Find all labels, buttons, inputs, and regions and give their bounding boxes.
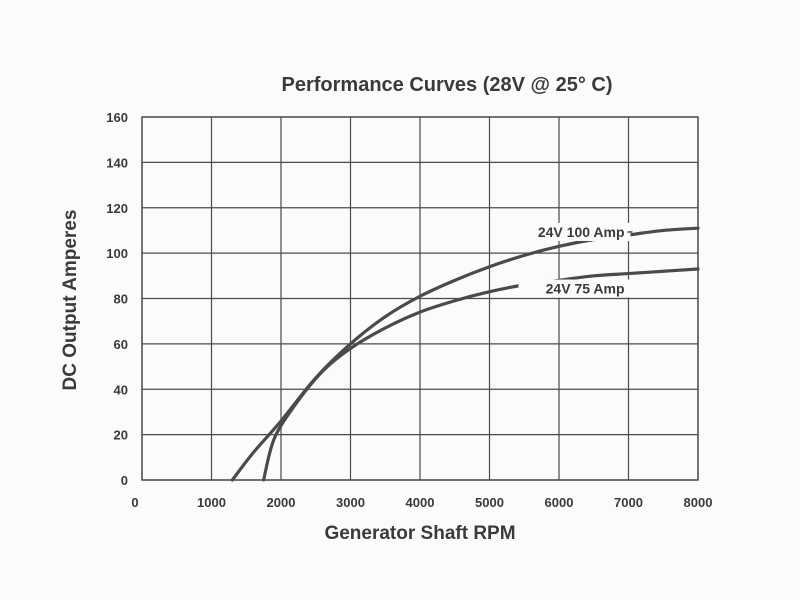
x-tick-label: 0 (131, 495, 138, 510)
chart-title: Performance Curves (28V @ 25° C) (282, 74, 613, 96)
x-tick-label: 3000 (336, 495, 365, 510)
series-label: 24V 75 Amp (546, 281, 625, 297)
y-tick-label: 160 (106, 110, 128, 125)
y-tick-label: 140 (106, 155, 128, 170)
y-tick-label: 120 (106, 201, 128, 216)
x-tick-label: 4000 (406, 495, 435, 510)
series-label: 24V 100 Amp (538, 224, 625, 240)
x-tick-labels: 0 1000 2000 3000 4000 5000 6000 7000 8000 (131, 495, 712, 510)
y-tick-label: 0 (121, 473, 128, 488)
grid (141, 116, 699, 481)
plot-frame (141, 116, 699, 481)
y-tick-label: 40 (114, 382, 128, 397)
y-tick-labels: 0 20 40 60 80 100 120 140 160 (106, 110, 128, 488)
y-tick-label: 20 (114, 428, 128, 443)
x-tick-label: 8000 (684, 495, 713, 510)
series-labels: 24V 100 Amp 24V 75 Amp (518, 222, 633, 298)
series-label-bg (518, 279, 631, 298)
series-line (262, 267, 700, 482)
x-tick-label: 5000 (475, 495, 504, 510)
x-tick-label: 2000 (267, 495, 296, 510)
y-tick-label: 60 (114, 337, 128, 352)
y-tick-label: 80 (114, 292, 128, 307)
x-tick-label: 6000 (545, 495, 574, 510)
y-axis-label: DC Output Amperes (60, 210, 81, 391)
series-label-bg (518, 222, 631, 241)
x-tick-label: 1000 (197, 495, 226, 510)
y-tick-label: 100 (106, 246, 128, 261)
x-tick-label: 7000 (614, 495, 643, 510)
x-axis-label: Generator Shaft RPM (324, 523, 515, 544)
